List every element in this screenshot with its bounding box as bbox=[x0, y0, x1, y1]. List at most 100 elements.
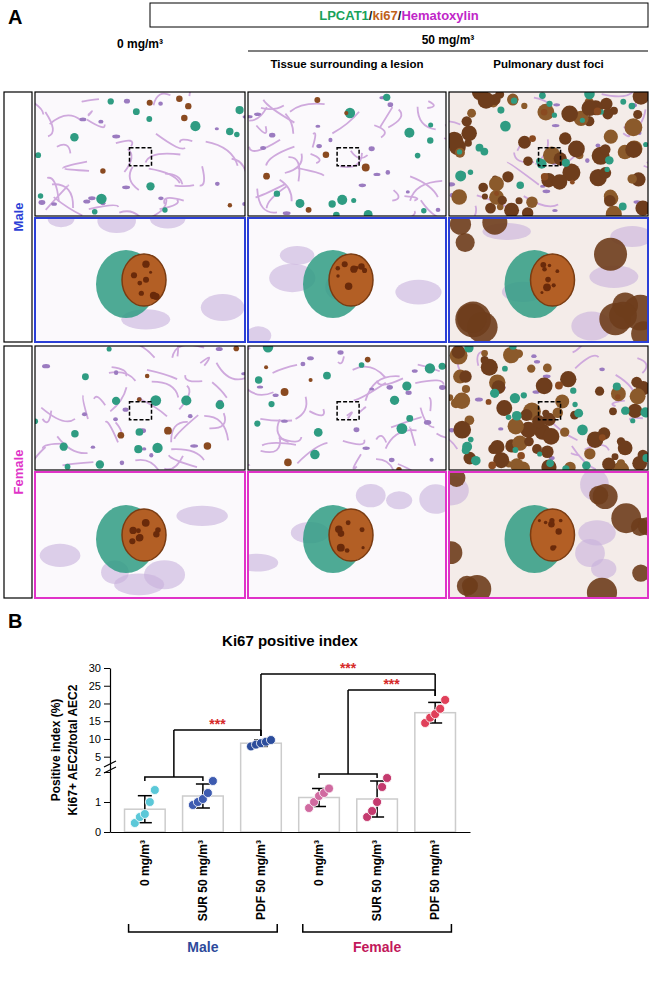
nucleus bbox=[280, 246, 315, 265]
tissue-strand bbox=[285, 114, 293, 134]
micrograph-bg bbox=[248, 346, 446, 470]
dust-particle bbox=[631, 321, 648, 342]
aec2-cell bbox=[511, 97, 517, 103]
chromatin bbox=[543, 283, 551, 291]
tissue-strand bbox=[212, 382, 227, 398]
y-axis-line bbox=[110, 669, 111, 833]
nucleus bbox=[40, 544, 81, 567]
group-label: Male bbox=[187, 939, 218, 955]
aec2-cell bbox=[397, 423, 408, 434]
dust-particle bbox=[611, 503, 641, 533]
aec2-cell bbox=[613, 382, 621, 390]
significance: *** bbox=[145, 716, 261, 781]
nucleus bbox=[553, 103, 560, 106]
dust-particle bbox=[481, 356, 489, 364]
y-tick-label: 0 bbox=[95, 826, 101, 838]
tissue-strand bbox=[374, 125, 385, 137]
tissue-strand bbox=[465, 206, 476, 216]
significance-leg bbox=[434, 674, 436, 696]
aec2-cell bbox=[468, 437, 474, 443]
tissue-strand bbox=[572, 453, 580, 455]
error-bar-cap bbox=[370, 816, 384, 818]
significance-subbracket bbox=[319, 774, 377, 778]
micrograph-frame bbox=[248, 92, 446, 216]
ki67-nucleus bbox=[531, 254, 575, 306]
micrograph bbox=[449, 472, 648, 598]
ki67-nucleus bbox=[599, 434, 606, 441]
micrograph-frame bbox=[248, 218, 446, 342]
dust-particle bbox=[612, 453, 619, 460]
dust-particle bbox=[451, 189, 467, 205]
tissue-strand bbox=[47, 178, 59, 202]
nucleus bbox=[300, 362, 305, 366]
aec2-cell bbox=[621, 406, 629, 414]
tissue-strand bbox=[175, 346, 178, 356]
aec2-cell bbox=[574, 409, 583, 418]
ki67-nucleus bbox=[176, 95, 183, 102]
y-tick-mark bbox=[104, 686, 110, 687]
ki67-nucleus bbox=[100, 168, 105, 173]
aec2-cell bbox=[234, 132, 240, 138]
tissue-strand bbox=[298, 168, 324, 176]
aec2-cell bbox=[268, 401, 274, 407]
tissue-strand bbox=[343, 440, 365, 445]
nucleus bbox=[112, 134, 120, 138]
dust-particle bbox=[449, 472, 465, 487]
dust-particle bbox=[449, 132, 463, 150]
aec2-cell bbox=[580, 118, 585, 123]
tissue-strand bbox=[147, 370, 177, 379]
chromatin bbox=[153, 293, 160, 300]
nucleus bbox=[38, 200, 45, 205]
dust-particle bbox=[455, 148, 465, 158]
dust-particle bbox=[587, 578, 617, 598]
tissue-strand bbox=[35, 93, 43, 114]
chromatin bbox=[136, 534, 143, 541]
aec2-cell bbox=[605, 156, 613, 164]
chromatin bbox=[149, 271, 152, 274]
chromatin bbox=[540, 262, 546, 268]
nucleus bbox=[123, 408, 129, 412]
y-tick: 1 bbox=[95, 796, 110, 808]
nucleus bbox=[122, 185, 130, 189]
aec2-cell bbox=[226, 128, 233, 135]
ki67-nucleus bbox=[264, 365, 268, 369]
chromatin bbox=[360, 527, 365, 532]
ki67-nucleus bbox=[529, 135, 536, 142]
y-tick-label: 15 bbox=[89, 715, 101, 727]
tissue-strand bbox=[256, 125, 266, 133]
dust-particle bbox=[543, 428, 560, 445]
aec2-cell bbox=[402, 381, 411, 390]
aec2-cell bbox=[552, 113, 557, 118]
dust-particle bbox=[624, 118, 642, 136]
aec2-cell bbox=[642, 454, 648, 462]
aec2-cell bbox=[572, 402, 577, 407]
dust-particle bbox=[510, 458, 523, 470]
ki67-nucleus bbox=[570, 180, 575, 185]
dust-particle bbox=[609, 407, 617, 415]
chromatin bbox=[142, 519, 150, 527]
tissue-strand bbox=[410, 176, 438, 197]
micrograph bbox=[449, 218, 648, 342]
chromatin bbox=[559, 519, 563, 523]
aec2-cell bbox=[490, 389, 499, 398]
tissue-strand bbox=[130, 167, 139, 190]
chromatin bbox=[540, 291, 543, 294]
dust-particle bbox=[490, 440, 504, 454]
data-point bbox=[150, 786, 159, 795]
aec2-cell bbox=[364, 210, 373, 216]
nucleus bbox=[48, 218, 75, 227]
tissue-strand bbox=[273, 365, 298, 373]
dust-particle bbox=[568, 141, 585, 158]
tissue-strand bbox=[106, 422, 118, 443]
ki67-nucleus bbox=[185, 103, 191, 109]
aec2-cell bbox=[421, 208, 426, 213]
error-bar-cap bbox=[428, 702, 442, 704]
dust-particle bbox=[604, 130, 618, 144]
aec2-cell bbox=[274, 190, 280, 196]
micrograph-bg bbox=[35, 472, 245, 598]
nucleus bbox=[254, 112, 261, 116]
aec2-cell bbox=[439, 363, 446, 370]
chromatin bbox=[336, 274, 339, 277]
aec2-cell bbox=[108, 98, 114, 104]
tissue-strand bbox=[437, 433, 446, 438]
